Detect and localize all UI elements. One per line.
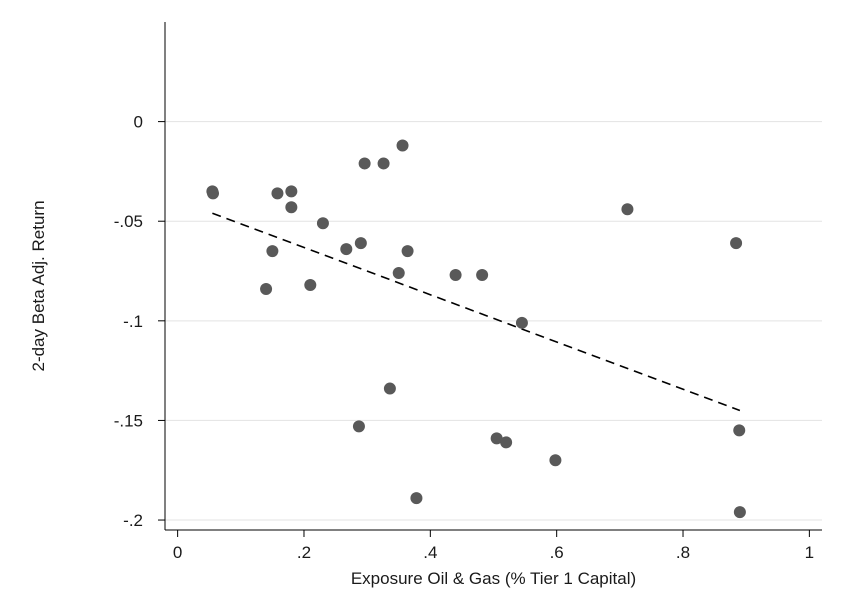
fit-line-layer (212, 212, 741, 412)
data-point (449, 269, 462, 282)
data-point (377, 157, 390, 170)
y-tick-label: -.2 (123, 511, 143, 530)
data-point (401, 245, 414, 258)
data-point (207, 187, 220, 200)
data-point (266, 245, 279, 258)
x-axis-title: Exposure Oil & Gas (% Tier 1 Capital) (351, 569, 636, 588)
y-tick-label: -.15 (114, 411, 143, 430)
y-tick-label: 0 (134, 113, 143, 132)
data-point (316, 217, 329, 230)
axes (164, 22, 822, 531)
data-point (410, 492, 423, 505)
data-point (392, 267, 405, 280)
y-tick-label: -.05 (114, 212, 143, 231)
x-tick-label: .4 (423, 543, 437, 562)
x-tick-label: 1 (805, 543, 814, 562)
data-point (396, 139, 409, 152)
data-point (285, 185, 298, 198)
x-tick-label: .6 (550, 543, 564, 562)
data-point (358, 157, 371, 170)
data-point (515, 316, 528, 329)
data-point (285, 201, 298, 214)
fitted-line (212, 212, 741, 412)
data-point (354, 237, 367, 250)
data-point (549, 454, 562, 467)
x-tick-label: .2 (297, 543, 311, 562)
data-point (490, 432, 503, 445)
data-point (730, 237, 743, 250)
y-tick-label: -.1 (123, 312, 143, 331)
data-point (340, 243, 353, 256)
data-point (260, 282, 273, 295)
x-tick-label: 0 (173, 543, 182, 562)
data-point (383, 382, 396, 395)
y-axis-title: 2-day Beta Adj. Return (29, 200, 48, 371)
data-points (206, 139, 746, 519)
gridlines (165, 121, 822, 521)
data-point (500, 436, 513, 449)
data-point (733, 424, 746, 437)
data-point (733, 506, 746, 519)
data-point (304, 278, 317, 291)
data-point (352, 420, 365, 433)
data-point (476, 269, 489, 282)
data-point (271, 187, 284, 200)
data-point (621, 203, 634, 216)
axis-ticks: 0 -.05 -.1 -.15 -.2 0 .2 .4 .6 .8 1 (114, 113, 814, 562)
x-tick-label: .8 (676, 543, 690, 562)
